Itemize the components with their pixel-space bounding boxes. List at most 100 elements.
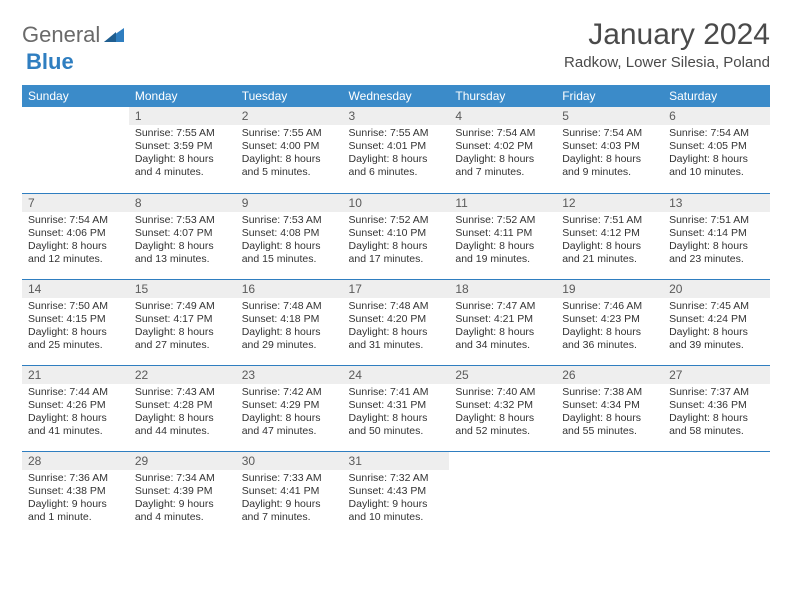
day-body: Sunrise: 7:53 AMSunset: 4:08 PMDaylight:… [236, 212, 343, 271]
sunrise-line: Sunrise: 7:48 AM [349, 300, 444, 313]
day-body: Sunrise: 7:55 AMSunset: 4:01 PMDaylight:… [343, 125, 450, 184]
day-number: 21 [22, 366, 129, 384]
day-body: Sunrise: 7:38 AMSunset: 4:34 PMDaylight:… [556, 384, 663, 443]
sunset-line: Sunset: 4:08 PM [242, 227, 337, 240]
day-body: Sunrise: 7:42 AMSunset: 4:29 PMDaylight:… [236, 384, 343, 443]
day-number: 20 [663, 280, 770, 298]
sunrise-line: Sunrise: 7:55 AM [135, 127, 230, 140]
sunrise-line: Sunrise: 7:40 AM [455, 386, 550, 399]
sunrise-line: Sunrise: 7:55 AM [349, 127, 444, 140]
sunset-line: Sunset: 4:06 PM [28, 227, 123, 240]
sunset-line: Sunset: 4:10 PM [349, 227, 444, 240]
sunset-line: Sunset: 4:38 PM [28, 485, 123, 498]
day-body: Sunrise: 7:37 AMSunset: 4:36 PMDaylight:… [663, 384, 770, 443]
sunrise-line: Sunrise: 7:53 AM [242, 214, 337, 227]
month-title: January 2024 [564, 18, 770, 52]
sunrise-line: Sunrise: 7:54 AM [669, 127, 764, 140]
day-body: Sunrise: 7:48 AMSunset: 4:20 PMDaylight:… [343, 298, 450, 357]
daylight-line: Daylight: 8 hours and 44 minutes. [135, 412, 230, 438]
calendar-cell: 2Sunrise: 7:55 AMSunset: 4:00 PMDaylight… [236, 107, 343, 193]
sunset-line: Sunset: 4:32 PM [455, 399, 550, 412]
sunrise-line: Sunrise: 7:54 AM [562, 127, 657, 140]
sunrise-line: Sunrise: 7:34 AM [135, 472, 230, 485]
calendar-cell: 15Sunrise: 7:49 AMSunset: 4:17 PMDayligh… [129, 279, 236, 365]
calendar-head: SundayMondayTuesdayWednesdayThursdayFrid… [22, 85, 770, 107]
day-body: Sunrise: 7:50 AMSunset: 4:15 PMDaylight:… [22, 298, 129, 357]
sunrise-line: Sunrise: 7:54 AM [28, 214, 123, 227]
sunset-line: Sunset: 4:36 PM [669, 399, 764, 412]
day-body: Sunrise: 7:54 AMSunset: 4:05 PMDaylight:… [663, 125, 770, 184]
daylight-line: Daylight: 8 hours and 36 minutes. [562, 326, 657, 352]
day-body: Sunrise: 7:46 AMSunset: 4:23 PMDaylight:… [556, 298, 663, 357]
sunrise-line: Sunrise: 7:44 AM [28, 386, 123, 399]
day-number: 4 [449, 107, 556, 125]
sunrise-line: Sunrise: 7:47 AM [455, 300, 550, 313]
day-number: 19 [556, 280, 663, 298]
day-number: 7 [22, 194, 129, 212]
daylight-line: Daylight: 8 hours and 21 minutes. [562, 240, 657, 266]
location: Radkow, Lower Silesia, Poland [564, 54, 770, 71]
day-number: 26 [556, 366, 663, 384]
sunset-line: Sunset: 4:39 PM [135, 485, 230, 498]
calendar-cell: 3Sunrise: 7:55 AMSunset: 4:01 PMDaylight… [343, 107, 450, 193]
day-body: Sunrise: 7:54 AMSunset: 4:03 PMDaylight:… [556, 125, 663, 184]
calendar-cell: 28Sunrise: 7:36 AMSunset: 4:38 PMDayligh… [22, 451, 129, 537]
daylight-line: Daylight: 8 hours and 17 minutes. [349, 240, 444, 266]
brand-logo: General [22, 18, 126, 48]
calendar-cell: 29Sunrise: 7:34 AMSunset: 4:39 PMDayligh… [129, 451, 236, 537]
daylight-line: Daylight: 8 hours and 29 minutes. [242, 326, 337, 352]
daylight-line: Daylight: 9 hours and 7 minutes. [242, 498, 337, 524]
sunrise-line: Sunrise: 7:52 AM [349, 214, 444, 227]
sunrise-line: Sunrise: 7:43 AM [135, 386, 230, 399]
day-number: 3 [343, 107, 450, 125]
sunset-line: Sunset: 4:14 PM [669, 227, 764, 240]
sunset-line: Sunset: 4:18 PM [242, 313, 337, 326]
daylight-line: Daylight: 8 hours and 7 minutes. [455, 153, 550, 179]
calendar-cell: 21Sunrise: 7:44 AMSunset: 4:26 PMDayligh… [22, 365, 129, 451]
calendar-cell: 23Sunrise: 7:42 AMSunset: 4:29 PMDayligh… [236, 365, 343, 451]
title-block: January 2024 Radkow, Lower Silesia, Pola… [564, 18, 770, 71]
sunset-line: Sunset: 4:31 PM [349, 399, 444, 412]
daylight-line: Daylight: 8 hours and 13 minutes. [135, 240, 230, 266]
day-body: Sunrise: 7:55 AMSunset: 4:00 PMDaylight:… [236, 125, 343, 184]
calendar-cell: 31Sunrise: 7:32 AMSunset: 4:43 PMDayligh… [343, 451, 450, 537]
day-number: 17 [343, 280, 450, 298]
sunrise-line: Sunrise: 7:51 AM [669, 214, 764, 227]
calendar-cell: 16Sunrise: 7:48 AMSunset: 4:18 PMDayligh… [236, 279, 343, 365]
sunrise-line: Sunrise: 7:50 AM [28, 300, 123, 313]
day-body: Sunrise: 7:47 AMSunset: 4:21 PMDaylight:… [449, 298, 556, 357]
calendar-cell: 22Sunrise: 7:43 AMSunset: 4:28 PMDayligh… [129, 365, 236, 451]
daylight-line: Daylight: 8 hours and 23 minutes. [669, 240, 764, 266]
brand-part2: Blue [26, 49, 74, 74]
sunrise-line: Sunrise: 7:33 AM [242, 472, 337, 485]
sunrise-line: Sunrise: 7:37 AM [669, 386, 764, 399]
day-body: Sunrise: 7:41 AMSunset: 4:31 PMDaylight:… [343, 384, 450, 443]
calendar-cell: 11Sunrise: 7:52 AMSunset: 4:11 PMDayligh… [449, 193, 556, 279]
day-number: 9 [236, 194, 343, 212]
sunset-line: Sunset: 4:15 PM [28, 313, 123, 326]
day-body: Sunrise: 7:52 AMSunset: 4:10 PMDaylight:… [343, 212, 450, 271]
weekday-header: Monday [129, 85, 236, 107]
sunrise-line: Sunrise: 7:48 AM [242, 300, 337, 313]
calendar-cell [663, 451, 770, 537]
sunset-line: Sunset: 4:28 PM [135, 399, 230, 412]
brand-part1: General [22, 22, 100, 48]
sunrise-line: Sunrise: 7:45 AM [669, 300, 764, 313]
day-body: Sunrise: 7:49 AMSunset: 4:17 PMDaylight:… [129, 298, 236, 357]
sunset-line: Sunset: 4:12 PM [562, 227, 657, 240]
sunrise-line: Sunrise: 7:51 AM [562, 214, 657, 227]
calendar-cell: 8Sunrise: 7:53 AMSunset: 4:07 PMDaylight… [129, 193, 236, 279]
day-number: 18 [449, 280, 556, 298]
sunrise-line: Sunrise: 7:54 AM [455, 127, 550, 140]
sunrise-line: Sunrise: 7:32 AM [349, 472, 444, 485]
day-body: Sunrise: 7:33 AMSunset: 4:41 PMDaylight:… [236, 470, 343, 529]
day-number: 13 [663, 194, 770, 212]
sunset-line: Sunset: 4:29 PM [242, 399, 337, 412]
calendar-cell [449, 451, 556, 537]
day-number: 12 [556, 194, 663, 212]
calendar-table: SundayMondayTuesdayWednesdayThursdayFrid… [22, 85, 770, 537]
calendar-cell: 9Sunrise: 7:53 AMSunset: 4:08 PMDaylight… [236, 193, 343, 279]
daylight-line: Daylight: 8 hours and 9 minutes. [562, 153, 657, 179]
calendar-row: 7Sunrise: 7:54 AMSunset: 4:06 PMDaylight… [22, 193, 770, 279]
daylight-line: Daylight: 8 hours and 12 minutes. [28, 240, 123, 266]
